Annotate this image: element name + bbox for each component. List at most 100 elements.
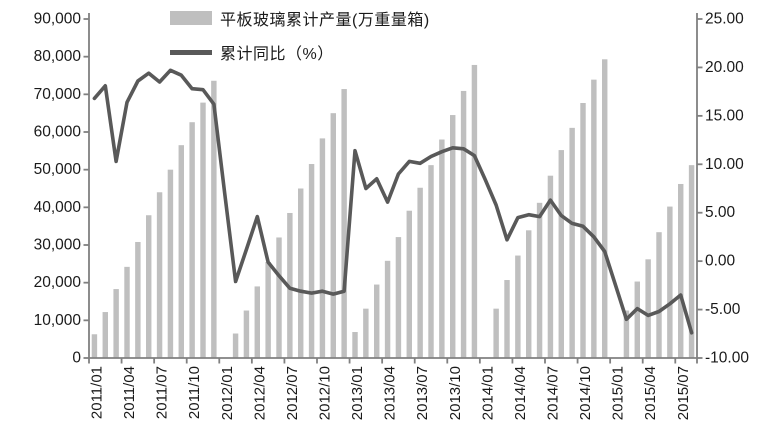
bar-2012/06 — [276, 237, 282, 358]
left-axis-label: 60,000 — [34, 124, 82, 141]
bar-2011/08 — [167, 169, 174, 358]
left-axis-label: 0 — [72, 350, 81, 367]
bar-2012/07 — [287, 212, 293, 358]
bar-2013/10 — [450, 115, 456, 358]
right-axis-label: 10.00 — [705, 156, 744, 173]
x-axis-label: 2015/07 — [675, 366, 692, 420]
x-axis-label: 2014/10 — [577, 366, 594, 420]
line-series-label: 累计同比（%） — [220, 46, 334, 63]
bar-2011/09 — [178, 145, 184, 358]
left-axis-label: 40,000 — [34, 199, 82, 216]
bar-2015/02 — [623, 310, 630, 358]
bar-2011/01 — [91, 334, 98, 358]
x-axis-label: 2013/10 — [447, 366, 464, 420]
bar-2013/06 — [406, 210, 412, 358]
x-axis-label: 2012/07 — [284, 366, 301, 420]
right-axis-label: 20.00 — [705, 59, 744, 76]
bar-2011/11 — [200, 102, 206, 359]
bar-2014/03 — [504, 280, 510, 358]
bar-2011/05 — [135, 241, 141, 358]
bar-2012/08 — [298, 188, 304, 358]
bar-2015/05 — [656, 232, 662, 358]
x-axis-label: 2013/01 — [349, 366, 366, 420]
bar-series-swatch — [170, 11, 212, 25]
right-axis-label: 25.00 — [705, 11, 744, 28]
bar-2013/11 — [460, 90, 467, 358]
legend-item-production: 平板玻璃累计产量(万重量箱) — [170, 8, 430, 29]
right-axis-label: -5.00 — [705, 301, 741, 318]
bar-2013/07 — [417, 187, 423, 358]
bar-series-label: 平板玻璃累计产量(万重量箱) — [220, 12, 430, 29]
bar-2015/04 — [645, 259, 651, 358]
bar-2015/06 — [667, 206, 673, 358]
left-axis-label: 20,000 — [34, 274, 82, 291]
bar-2013/04 — [384, 260, 391, 358]
bar-2011/12 — [211, 80, 217, 359]
bar-2011/03 — [113, 289, 119, 358]
right-axis-label: 15.00 — [705, 107, 744, 124]
bar-2013/01 — [352, 332, 358, 358]
bar-2011/02 — [102, 312, 108, 358]
bar-2013/12 — [471, 64, 478, 358]
bar-2015/07 — [678, 183, 684, 358]
x-axis-label: 2011/04 — [121, 366, 138, 419]
x-axis-label: 2013/07 — [414, 366, 431, 420]
x-axis-label: 2011/07 — [154, 366, 171, 419]
left-axis-label: 80,000 — [34, 48, 82, 65]
bar-2013/03 — [374, 284, 380, 358]
x-axis-label: 2011/10 — [186, 366, 203, 419]
x-axis-label: 2013/04 — [382, 366, 399, 420]
bar-2014/06 — [536, 202, 543, 358]
bar-2014/11 — [591, 79, 597, 358]
x-axis-label: 2012/04 — [251, 366, 268, 420]
bar-2011/10 — [189, 122, 195, 359]
bar-2012/10 — [319, 138, 326, 358]
right-axis-label: 5.00 — [705, 204, 736, 221]
bar-2011/07 — [156, 192, 163, 358]
bar-2012/04 — [254, 286, 260, 358]
bar-2014/02 — [493, 308, 499, 358]
right-axis-label: -10.00 — [705, 350, 749, 367]
left-axis-label: 50,000 — [34, 161, 82, 178]
bar-2011/04 — [124, 266, 130, 358]
bar-2014/04 — [515, 255, 521, 358]
bar-2015/03 — [634, 281, 640, 358]
bar-2015/08 — [688, 165, 695, 358]
x-axis-label: 2012/01 — [219, 366, 236, 420]
bar-2014/12 — [602, 59, 608, 359]
bar-2013/08 — [428, 165, 434, 358]
x-axis-label: 2014/07 — [545, 366, 562, 420]
bar-2012/11 — [330, 113, 336, 358]
x-axis-label: 2015/04 — [642, 366, 659, 420]
bar-2012/12 — [341, 89, 347, 358]
bar-2013/02 — [363, 308, 369, 358]
yoy-line — [92, 68, 694, 335]
left-axis-label: 70,000 — [34, 86, 82, 103]
right-axis-label: 0.00 — [705, 253, 736, 270]
bar-2014/08 — [558, 150, 564, 358]
bar-2012/03 — [243, 310, 250, 358]
left-axis-label: 10,000 — [34, 312, 82, 329]
bar-2014/05 — [526, 230, 532, 358]
bar-2013/05 — [395, 237, 402, 358]
legend-item-yoy: 累计同比（%） — [170, 42, 430, 63]
x-axis-label: 2014/01 — [479, 366, 496, 420]
bar-2014/10 — [580, 103, 586, 358]
bar-2011/06 — [146, 215, 152, 358]
bar-2012/05 — [265, 261, 271, 358]
bar-2012/09 — [308, 164, 315, 358]
bar-2014/07 — [547, 175, 554, 358]
bar-2013/09 — [439, 139, 445, 358]
left-axis-label: 30,000 — [34, 237, 82, 254]
line-series-swatch — [170, 49, 212, 55]
x-axis-label: 2011/01 — [89, 366, 106, 419]
legend: 平板玻璃累计产量(万重量箱) 累计同比（%） — [170, 8, 430, 76]
x-axis-label: 2015/01 — [610, 366, 627, 420]
left-axis-label: 90,000 — [34, 11, 82, 28]
bar-2012/02 — [232, 333, 239, 358]
x-axis-label: 2012/10 — [317, 366, 334, 420]
x-axis-label: 2014/04 — [512, 366, 529, 420]
bar-2014/09 — [569, 127, 575, 358]
